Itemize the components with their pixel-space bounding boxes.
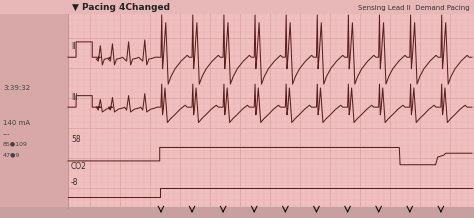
Bar (0, 207, 474, 218)
Text: -8: -8 (71, 178, 79, 187)
Text: 3:39:32: 3:39:32 (3, 85, 30, 91)
Text: CO2: CO2 (71, 162, 87, 171)
Text: II: II (71, 42, 75, 51)
Text: III: III (71, 93, 78, 102)
Text: 140 mA: 140 mA (3, 119, 30, 126)
Text: ---: --- (3, 131, 10, 137)
Text: 47●9: 47●9 (3, 153, 20, 158)
Text: ▼ Pacing 4Changed: ▼ Pacing 4Changed (72, 3, 170, 12)
Text: 85●109: 85●109 (3, 141, 28, 146)
Bar (0, 10, 68, 208)
Text: 58: 58 (71, 135, 81, 145)
Bar (0, 0, 474, 14)
Text: Sensing Lead II  Demand Pacing: Sensing Lead II Demand Pacing (358, 5, 470, 11)
